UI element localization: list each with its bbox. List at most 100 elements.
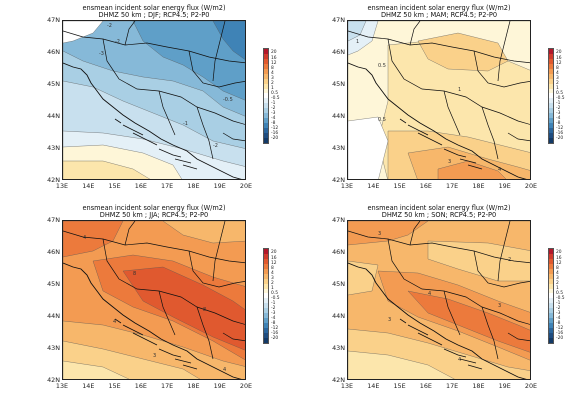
lon-tick-label: 19E xyxy=(498,182,511,190)
colorbar-label: -0.5 xyxy=(271,295,280,301)
lat-tick-label: 42N xyxy=(332,376,345,384)
lat-tick-label: 44N xyxy=(47,312,60,320)
island-outline xyxy=(174,358,192,364)
map-panel-mam: ensmean incident solar energy flux (W/m2… xyxy=(285,0,570,200)
border-line xyxy=(63,30,245,64)
colorbar-label: 4 xyxy=(271,70,274,76)
colorbar-label: 12 xyxy=(271,60,277,66)
lon-tick-label: 13E xyxy=(340,182,354,190)
lon-tick-label: 15E xyxy=(108,182,121,190)
colorbar-segment xyxy=(549,123,553,128)
lon-tick-label: 16E xyxy=(134,182,147,190)
colorbar-label: -3 xyxy=(271,311,276,317)
colorbar-segment xyxy=(549,53,553,59)
lon-tick-label: 13E xyxy=(55,182,69,190)
lat-tick-label: 46N xyxy=(332,48,345,56)
border-line xyxy=(481,106,499,160)
contour-label: 0.5 xyxy=(378,117,386,123)
colorbar-segment xyxy=(549,298,553,304)
lon-tick-label: 18E xyxy=(472,382,485,390)
colorbar-segment xyxy=(264,108,268,114)
lon-tick-label: 15E xyxy=(108,382,121,390)
colorbar-label: -1 xyxy=(271,300,276,306)
colorbar-segment xyxy=(549,253,553,259)
colorbar-label: -3 xyxy=(556,111,561,117)
lat-tick-label: 46N xyxy=(332,248,345,256)
contour-band xyxy=(348,21,367,42)
colorbar-segment xyxy=(264,73,268,79)
lon-tick-label: 19E xyxy=(213,382,226,390)
colorbar-label: 1 xyxy=(271,285,274,291)
colorbar-label: 20 xyxy=(556,250,562,256)
border-line xyxy=(443,290,461,336)
colorbar-label: 1 xyxy=(271,85,274,91)
lat-tick-label: 43N xyxy=(332,344,345,352)
colorbar-segment xyxy=(264,303,268,309)
colorbar-label: 4 xyxy=(556,270,559,276)
border-line xyxy=(188,250,245,288)
lon-tick-label: 16E xyxy=(419,382,432,390)
island-outline xyxy=(132,332,158,346)
border-line xyxy=(196,306,214,360)
colorbar-segment xyxy=(264,93,268,99)
colorbar-label: -8 xyxy=(271,121,276,127)
colorbar-segment xyxy=(264,132,268,138)
border-line xyxy=(507,132,530,142)
colorbar xyxy=(548,248,554,344)
contour-band xyxy=(63,360,130,379)
colorbar-segment xyxy=(264,83,268,89)
colorbar-segment xyxy=(264,88,268,94)
lon-tick-label: 19E xyxy=(498,382,511,390)
colorbar-segment xyxy=(549,108,553,114)
island-outline xyxy=(114,118,122,124)
contour-band xyxy=(437,160,507,179)
colorbar-label: 16 xyxy=(271,55,277,61)
lon-tick-label: 20E xyxy=(239,382,253,390)
colorbar-label: -2 xyxy=(556,106,561,112)
island-outline xyxy=(174,158,192,164)
colorbar-segment xyxy=(264,268,268,274)
lat-tick-label: 47N xyxy=(332,216,345,224)
contour-label: -2 xyxy=(115,39,120,45)
colorbar-label: 20 xyxy=(271,50,277,56)
island-outline xyxy=(158,348,182,358)
lon-tick-label: 14E xyxy=(82,182,95,190)
panel-subtitle: DHMZ 50 km ; DJF; RCP4.5; P2-P0 xyxy=(98,11,210,19)
border-line xyxy=(212,21,226,82)
colorbar-segment xyxy=(549,128,553,133)
colorbar-segment xyxy=(264,318,268,324)
lon-tick-label: 14E xyxy=(367,382,380,390)
colorbar-segment xyxy=(264,249,268,254)
colorbar-segment xyxy=(549,323,553,328)
border-line xyxy=(473,50,530,88)
colorbar-segment xyxy=(264,68,268,74)
lon-tick-label: 20E xyxy=(524,382,538,390)
lon-tick-label: 17E xyxy=(446,182,459,190)
colorbar-label: 3 xyxy=(271,275,274,281)
island-outline xyxy=(114,318,122,324)
island-outline xyxy=(132,132,158,146)
panel-title: ensmean incident solar energy flux (W/m2… xyxy=(82,204,226,212)
colorbar-segment xyxy=(549,328,553,333)
colorbar-label: -16 xyxy=(271,331,279,337)
contour-band xyxy=(162,221,245,244)
lon-tick-label: 19E xyxy=(213,182,226,190)
colorbar-segment xyxy=(549,318,553,324)
lat-tick-label: 46N xyxy=(47,48,60,56)
map-panel-djf: ensmean incident solar energy flux (W/m2… xyxy=(0,0,285,200)
lon-tick-label: 18E xyxy=(187,382,200,390)
border-line xyxy=(497,221,511,282)
colorbar-segment xyxy=(264,98,268,104)
contour-label: 4 xyxy=(428,291,431,297)
lon-tick-label: 17E xyxy=(161,182,174,190)
island-outline xyxy=(399,318,407,324)
colorbar-segment xyxy=(264,128,268,133)
lat-tick-label: 47N xyxy=(47,216,60,224)
map-area: 3 4 3 3 4 2 xyxy=(347,220,531,380)
border-line xyxy=(188,50,245,88)
colorbar-segment xyxy=(549,137,553,143)
map-area: 4 8 8 4 3 4 xyxy=(62,220,246,380)
lon-tick-label: 13E xyxy=(340,382,354,390)
border-line xyxy=(348,230,530,264)
lat-tick-label: 45N xyxy=(332,80,345,88)
